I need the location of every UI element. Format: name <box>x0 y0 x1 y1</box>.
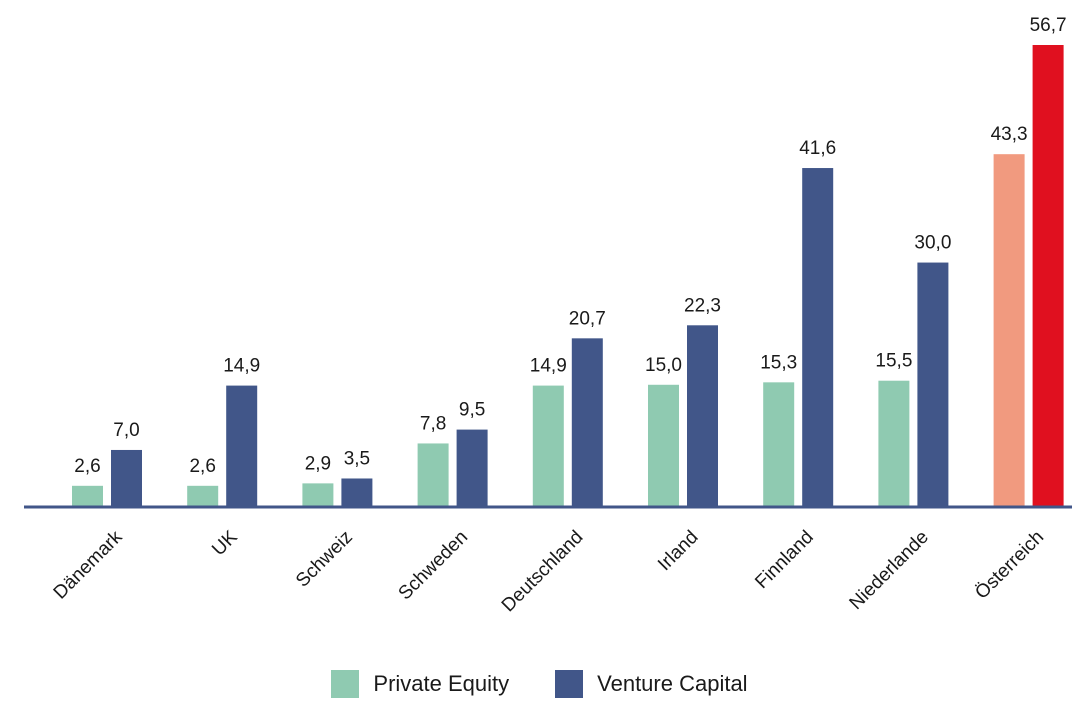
value-label-private-equity-schweden: 7,8 <box>420 413 446 434</box>
bar-private-equity-niederlande <box>878 380 910 507</box>
category-label-niederlande: Niederlande <box>846 527 933 614</box>
bar-venture-capital-niederlande <box>917 262 949 507</box>
legend-label-private-equity: Private Equity <box>373 671 510 696</box>
bars-group <box>72 45 1064 507</box>
category-label-uk: UK <box>208 526 242 560</box>
bar-venture-capital-schweden <box>456 429 488 507</box>
bar-chart: 2,6 7,0 2,6 14,9 2,9 3,5 7,8 9,5 14,9 20,7 15,0 22,… <box>24 15 1072 616</box>
value-label-venture-capital-osterreich: 56,7 <box>1030 15 1067 36</box>
value-label-venture-capital-niederlande: 30,0 <box>914 233 951 254</box>
value-label-private-equity-schweiz: 2,9 <box>305 453 331 474</box>
bar-private-equity-uk <box>187 485 219 507</box>
category-label-finnland: Finnland <box>751 527 817 593</box>
legend-swatch-venture-capital <box>555 670 584 698</box>
value-label-private-equity-niederlande: 15,5 <box>875 351 912 372</box>
legend: Private Equity Venture Capital <box>0 664 1079 704</box>
bar-private-equity-finnland <box>763 382 795 507</box>
value-label-venture-capital-schweiz: 3,5 <box>344 448 370 469</box>
category-labels-group: Dänemark UK Schweiz Schweden Deutschland Irla… <box>50 526 1048 616</box>
legend-swatch-private-equity <box>331 670 360 698</box>
value-label-venture-capital-irland: 22,3 <box>684 295 721 316</box>
value-label-venture-capital-uk: 14,9 <box>223 356 260 377</box>
value-label-private-equity-finnland: 15,3 <box>760 352 797 373</box>
category-label-schweden: Schweden <box>395 527 473 605</box>
bar-private-equity-osterreich <box>993 154 1025 507</box>
bar-venture-capital-danemark <box>111 449 142 507</box>
bar-venture-capital-irland <box>687 325 718 507</box>
category-label-osterreich: Österreich <box>971 527 1048 604</box>
legend-item-venture-capital: Venture Capital <box>555 670 748 698</box>
value-label-private-equity-irland: 15,0 <box>645 355 682 376</box>
value-labels-group: 2,6 7,0 2,6 14,9 2,9 3,5 7,8 9,5 14,9 20,7 15,0 22,… <box>74 15 1066 477</box>
bar-venture-capital-finnland <box>802 168 834 507</box>
bar-private-equity-irland <box>648 384 679 507</box>
value-label-private-equity-osterreich: 43,3 <box>991 124 1028 145</box>
value-label-private-equity-deutschland: 14,9 <box>530 356 567 377</box>
bar-venture-capital-deutschland <box>571 338 603 507</box>
category-label-schweiz: Schweiz <box>292 527 357 592</box>
bar-venture-capital-osterreich <box>1032 45 1064 507</box>
value-label-venture-capital-danemark: 7,0 <box>113 420 139 441</box>
bar-private-equity-schweiz <box>302 483 334 507</box>
value-label-private-equity-uk: 2,6 <box>189 456 215 477</box>
bar-private-equity-schweden <box>417 443 449 507</box>
bar-venture-capital-schweiz <box>341 478 373 507</box>
category-label-danemark: Dänemark <box>50 526 127 603</box>
legend-item-private-equity: Private Equity <box>331 670 509 698</box>
bar-private-equity-deutschland <box>532 385 564 507</box>
category-label-deutschland: Deutschland <box>498 527 588 617</box>
value-label-venture-capital-finnland: 41,6 <box>799 138 836 159</box>
bar-private-equity-danemark <box>72 485 103 507</box>
legend-label-venture-capital: Venture Capital <box>597 671 748 696</box>
category-label-irland: Irland <box>654 527 702 575</box>
value-label-venture-capital-deutschland: 20,7 <box>569 308 606 329</box>
bar-venture-capital-uk <box>226 385 258 507</box>
value-label-private-equity-danemark: 2,6 <box>74 456 100 477</box>
value-label-venture-capital-schweden: 9,5 <box>459 400 485 421</box>
